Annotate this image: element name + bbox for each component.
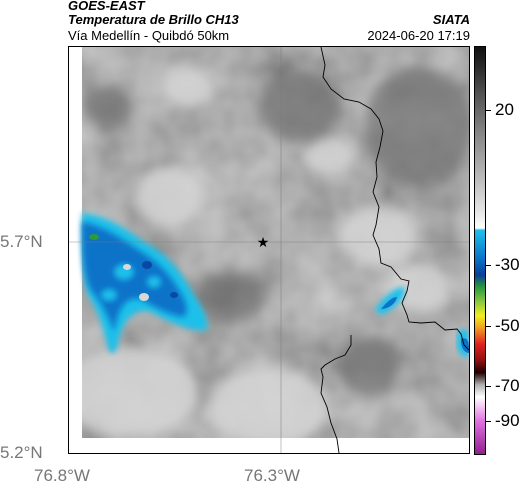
- satellite-title: GOES-EAST: [68, 0, 145, 13]
- satellite-map[interactable]: ★: [68, 46, 470, 454]
- colorbar-label: 20: [495, 100, 514, 119]
- cold-cloud-area: [82, 213, 469, 358]
- lat-label-5-2: 5.2°N: [0, 443, 43, 462]
- datetime-label: 2024-06-20 17:19: [367, 28, 470, 43]
- colorbar-label: -70: [495, 376, 520, 395]
- map-canvas: ★: [69, 47, 469, 453]
- product-title: Temperatura de Brillo CH13: [68, 12, 239, 27]
- star-icon: ★: [257, 235, 270, 251]
- agency-label: SIATA: [432, 12, 470, 27]
- colorbar-label: -30: [495, 255, 520, 274]
- gridlines: [69, 47, 469, 453]
- colorbar-tick: [486, 386, 491, 387]
- colorbar-tick: [486, 265, 491, 266]
- colorbar-label: -50: [495, 316, 520, 335]
- colorbar: [474, 46, 486, 455]
- lon-label-76-3: 76.3°W: [244, 466, 300, 485]
- department-border: [320, 47, 469, 453]
- region-label: Vía Medellín - Quibdó 50km: [68, 28, 230, 43]
- colorbar-tick: [486, 326, 491, 327]
- lat-label-5-7: 5.7°N: [0, 232, 43, 251]
- colorbar-tick: [486, 110, 491, 111]
- colorbar-tick: [486, 421, 491, 422]
- colorbar-label: -90: [495, 411, 520, 430]
- lon-label-76-8: 76.8°W: [34, 466, 90, 485]
